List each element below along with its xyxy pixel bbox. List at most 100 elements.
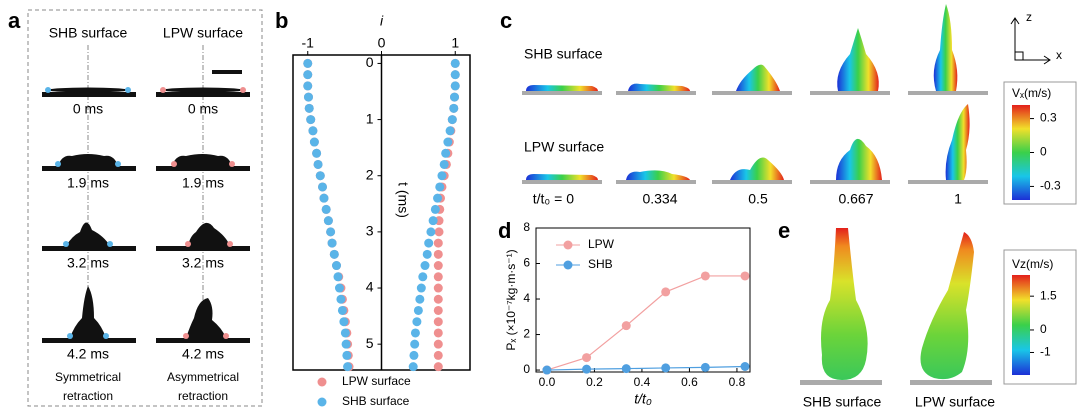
droplet	[836, 138, 882, 180]
y-tick-label: 2	[523, 327, 530, 341]
time-label: 3.2 ms	[182, 255, 224, 271]
contact-point	[171, 161, 177, 167]
ratio-label: 0.667	[838, 191, 873, 207]
point	[334, 283, 344, 293]
point	[329, 249, 339, 259]
colorbar-frame	[1003, 249, 1077, 385]
panel-label: b	[275, 8, 288, 33]
point	[740, 271, 750, 281]
substrate	[810, 180, 890, 184]
colorbar-label: Vz(m/s)	[1012, 257, 1053, 271]
point	[661, 363, 671, 373]
contact-point	[183, 333, 189, 339]
panel-label: e	[778, 218, 790, 243]
point	[433, 317, 443, 327]
legend-marker	[317, 377, 327, 387]
ratio-label: 1	[954, 191, 962, 207]
point	[318, 182, 327, 192]
point	[441, 148, 451, 158]
time-label: 4.2 ms	[182, 346, 224, 362]
substrate	[156, 166, 250, 171]
droplet	[526, 85, 598, 91]
droplet	[48, 87, 128, 93]
point	[433, 249, 443, 259]
point	[303, 81, 313, 91]
time-label: 4.2 ms	[67, 346, 109, 362]
point	[333, 272, 343, 282]
legend-marker	[563, 240, 573, 250]
point	[309, 137, 319, 147]
y-tick-label: 5	[366, 335, 374, 351]
contact-point	[67, 333, 73, 339]
time-label: 1.9 ms	[182, 175, 224, 191]
simulation-snapshots	[522, 4, 988, 184]
x-tick-label: 0.8	[729, 375, 746, 389]
point	[304, 103, 314, 113]
point	[433, 339, 443, 349]
contact-point	[125, 87, 131, 93]
point	[433, 294, 443, 304]
point	[319, 193, 329, 203]
substrate	[908, 180, 988, 184]
substrate	[42, 338, 136, 343]
substrate	[712, 180, 792, 184]
colorbar-tick-label: -1	[1040, 345, 1051, 359]
contact-point	[223, 333, 229, 339]
snapshot-label: SHB surface	[803, 394, 882, 410]
time-label: 0 ms	[73, 101, 103, 117]
point	[409, 350, 419, 360]
point	[433, 193, 443, 203]
point	[422, 249, 432, 259]
point	[433, 305, 443, 315]
point	[450, 92, 460, 102]
series-line	[546, 365, 746, 371]
point	[420, 261, 430, 271]
contact-point	[103, 333, 109, 339]
substrate	[42, 92, 136, 97]
droplet	[821, 228, 868, 380]
legend-label: LPW	[588, 237, 615, 251]
point	[426, 227, 436, 237]
simulation-snapshots	[800, 228, 992, 385]
time-label: 0 ms	[188, 101, 218, 117]
legend-marker	[317, 397, 327, 407]
substrate	[910, 380, 992, 385]
caption: Symmetrical	[55, 370, 121, 384]
substrate	[42, 166, 136, 171]
contact-point	[115, 161, 121, 167]
point	[433, 362, 443, 372]
contact-point	[107, 241, 113, 247]
point	[410, 339, 420, 349]
point	[542, 365, 552, 375]
point	[621, 321, 631, 331]
caption: retraction	[178, 389, 228, 403]
droplet	[920, 232, 974, 380]
point	[342, 350, 352, 360]
point	[700, 271, 710, 281]
legend-label: LPW surface	[342, 374, 411, 388]
legend-label: SHB surface	[342, 394, 410, 408]
time-label: 3.2 ms	[67, 255, 109, 271]
point	[661, 287, 671, 297]
substrate	[156, 246, 250, 251]
point	[437, 171, 447, 181]
point	[740, 361, 750, 371]
colorbar-tick-label: 0.3	[1040, 111, 1057, 125]
colorbar	[1012, 275, 1030, 375]
substrate	[42, 246, 136, 251]
caption: Asymmetrical	[167, 370, 239, 384]
x-axis-label: t/t₀	[634, 391, 652, 407]
point	[443, 137, 453, 147]
droplet	[526, 174, 598, 180]
point	[315, 171, 325, 181]
point	[430, 204, 440, 214]
panel-label: a	[8, 8, 21, 33]
substrate	[810, 91, 890, 95]
x-tick-label: -1	[302, 35, 315, 51]
point	[326, 227, 336, 237]
point	[415, 294, 425, 304]
point	[412, 317, 422, 327]
row-label: LPW surface	[524, 139, 604, 155]
y-tick-label: 0	[366, 54, 374, 70]
